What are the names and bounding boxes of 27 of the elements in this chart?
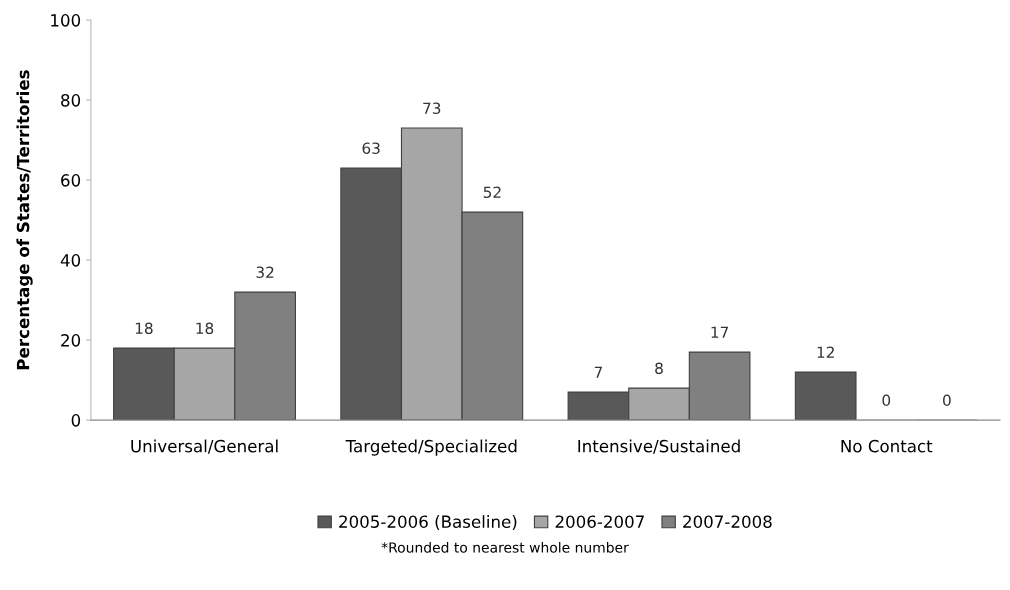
data-label: 52 bbox=[483, 186, 501, 198]
y-tick-label: 20 bbox=[61, 334, 81, 347]
data-label: 12 bbox=[817, 346, 834, 358]
y-tick-label: 0 bbox=[71, 414, 81, 427]
data-label: 8 bbox=[655, 362, 663, 375]
x-tick-label: Targeted/Specialized bbox=[345, 439, 517, 456]
data-label: 63 bbox=[362, 142, 380, 154]
data-label: 18 bbox=[196, 322, 214, 335]
y-tick-label: 60 bbox=[61, 174, 81, 187]
text: *Rounded to nearest whole number bbox=[381, 541, 629, 553]
y-axis-title: Percentage of States/Territories bbox=[16, 70, 33, 370]
data-label: 0 bbox=[943, 394, 951, 407]
y-tick-label: 40 bbox=[60, 254, 81, 267]
data-label: 73 bbox=[423, 102, 441, 114]
data-label: 17 bbox=[711, 326, 729, 338]
legend-label: 2006-2007 bbox=[555, 515, 644, 528]
y-tick-label: 80 bbox=[61, 94, 81, 107]
legend-label: 2007-2008 bbox=[683, 515, 772, 528]
x-tick-label: Universal/General bbox=[131, 439, 278, 454]
x-tick-label: Intensive/Sustained bbox=[578, 439, 740, 454]
x-tick-label: No Contact bbox=[841, 439, 933, 453]
data-label: 0 bbox=[882, 394, 891, 407]
data-label: 32 bbox=[256, 266, 274, 278]
y-tick-label: 100 bbox=[51, 14, 81, 27]
data-label: 18 bbox=[135, 322, 153, 335]
legend-label: 2005-2006 (Baseline) bbox=[339, 515, 517, 530]
data-label: 7 bbox=[594, 366, 602, 378]
